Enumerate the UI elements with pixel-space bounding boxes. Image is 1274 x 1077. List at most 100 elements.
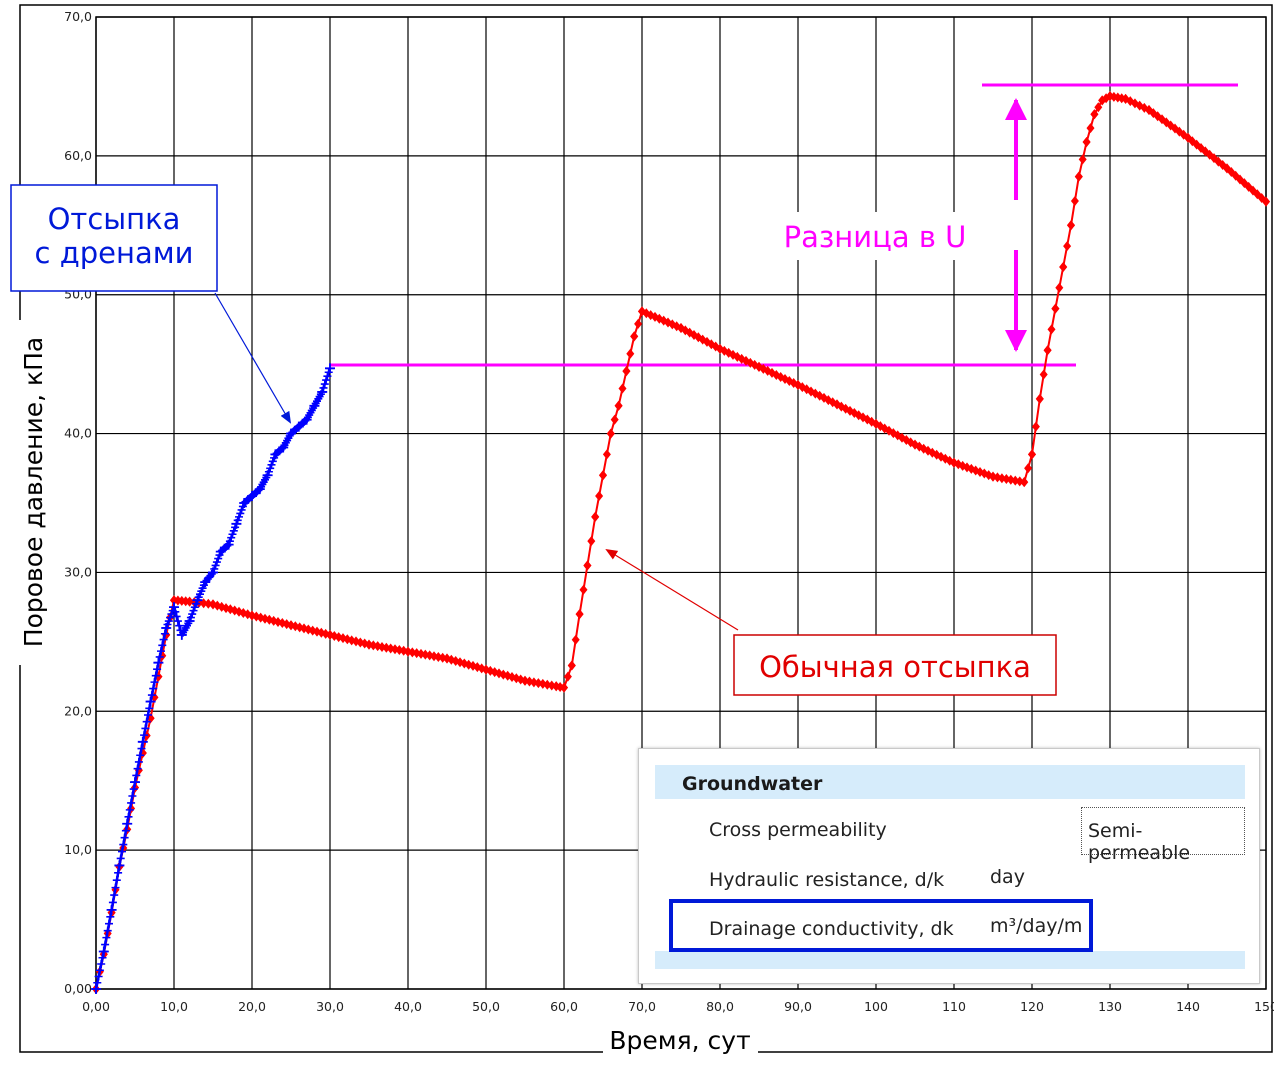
cross-permeability-label: Cross permeability	[709, 819, 887, 841]
series-normal-point	[618, 383, 627, 394]
series-normal-point	[911, 439, 919, 450]
x-axis-title: Время, сут	[609, 1026, 750, 1055]
series-drains-point	[322, 376, 331, 385]
series-drains-point	[254, 484, 265, 495]
series-drains-point	[278, 442, 289, 453]
y-tick-label: 20,0	[64, 703, 92, 718]
series-normal-point	[204, 598, 213, 609]
series-normal-point	[1098, 95, 1107, 106]
series-drains-point	[127, 798, 136, 807]
series-normal-point	[1063, 241, 1072, 252]
hydraulic-resistance-label: Hydraulic resistance, d/k	[709, 869, 945, 891]
series-drains-point	[157, 647, 165, 656]
series-drains-point	[160, 629, 169, 638]
series-normal-point	[1035, 393, 1044, 404]
y-axis-title-bg	[17, 320, 49, 665]
series-drains-point	[103, 926, 112, 935]
groundwater-panel-inner: Groundwater Cross permeability Semi-perm…	[655, 765, 1245, 969]
series-normal-point	[579, 584, 588, 595]
drains-label-line1: Отсыпка	[48, 202, 181, 236]
series-drains-point	[102, 933, 111, 942]
series-normal-point	[591, 511, 600, 522]
series-drains-point	[317, 386, 328, 397]
series-drains-point	[247, 491, 257, 502]
series-drains-point	[207, 570, 216, 579]
cross-permeability-row[interactable]: Cross permeability Semi-permeable	[655, 807, 1245, 864]
series-drains-point	[169, 602, 179, 613]
series-drains-point	[134, 757, 143, 766]
series-drains-point	[236, 509, 245, 518]
tick-labels: 0,00 10,0 20,0 30,0 40,0 50,0 60,0 70,0 80,0 90,0…	[64, 9, 1274, 1014]
series-drains-point	[141, 724, 150, 733]
series-drains-point	[91, 984, 101, 994]
series-normal-point	[595, 491, 604, 502]
y-tick-label: 30,0	[64, 564, 92, 579]
series-normal-point	[626, 348, 635, 359]
series-drains-point	[108, 898, 117, 907]
series-normal-point	[1086, 123, 1095, 134]
series-drains-point	[106, 904, 117, 915]
drainage-conductivity-row[interactable]: Drainage conductivity, dk m³/day/m	[655, 906, 1245, 954]
series-drains-point	[301, 414, 312, 425]
series-normal-point	[599, 470, 607, 481]
series-normal-point	[950, 457, 958, 468]
series-normal-point	[575, 609, 584, 620]
series-drains-point	[159, 635, 168, 644]
cross-permeability-value: Semi-permeable	[1088, 820, 1191, 864]
series-normal-point	[1121, 93, 1130, 104]
series-drains-fill	[91, 363, 335, 994]
series-drains-point	[309, 400, 320, 411]
y-tick-label: 0,00	[64, 981, 92, 996]
series-drains-point	[164, 617, 173, 626]
x-tick-label: 20,0	[238, 999, 266, 1014]
series-normal-point	[1028, 449, 1036, 460]
series-normal-point	[794, 379, 802, 390]
series-drains-point	[267, 460, 276, 469]
cross-permeability-select[interactable]: Semi-permeable	[1081, 807, 1245, 864]
normal-label: Обычная отсыпка	[759, 650, 1031, 684]
x-tick-label: 150	[1254, 999, 1274, 1014]
plot-area	[95, 16, 1267, 990]
x-tick-label: 110	[942, 999, 966, 1014]
x-tick-label: 50,0	[472, 999, 500, 1014]
series-normal-point	[560, 682, 568, 693]
series-drains-point	[106, 912, 115, 921]
series-drains-point	[324, 368, 333, 377]
series-drains-point	[112, 876, 121, 885]
series-drains-point	[239, 498, 250, 508]
series-normal-point	[587, 536, 596, 547]
series-drains-point	[161, 622, 172, 633]
series-normal-point	[443, 653, 451, 664]
series-drains-point	[114, 868, 123, 877]
x-tick-label: 40,0	[394, 999, 422, 1014]
y-tick-label: 70,0	[64, 9, 92, 24]
x-tick-label: 80,0	[706, 999, 734, 1014]
series-drains-point	[130, 777, 140, 788]
normal-callout-arrow	[605, 548, 739, 631]
series-drains-point	[128, 791, 137, 800]
series-drains-point	[270, 449, 281, 460]
series-drains-point	[114, 860, 125, 871]
series-drains-point	[228, 530, 237, 539]
series-drains-point	[286, 428, 296, 439]
series-drains-point	[325, 363, 335, 374]
panel-header: Groundwater	[655, 765, 1245, 799]
hydraulic-resistance-row[interactable]: Hydraulic resistance, d/k day	[655, 857, 1245, 905]
series-drains-point	[122, 818, 133, 829]
series-normal-point	[326, 629, 334, 640]
series-drains-point	[145, 704, 154, 713]
series-drains-point	[137, 744, 146, 753]
drainage-conductivity-unit: m³/day/m	[990, 915, 1083, 937]
series-drains-point	[129, 785, 138, 794]
normal-callout-box	[733, 634, 1057, 696]
series-normal-point	[634, 318, 643, 329]
series-drains-point	[175, 621, 184, 630]
hydraulic-resistance-unit: day	[990, 866, 1025, 888]
series-drains-point	[97, 960, 106, 969]
series-normal-point	[602, 449, 611, 460]
series-drains-point	[125, 805, 134, 814]
series-drains-point	[120, 833, 129, 842]
series-drains-point	[95, 966, 104, 975]
series-normal-point	[872, 418, 880, 429]
